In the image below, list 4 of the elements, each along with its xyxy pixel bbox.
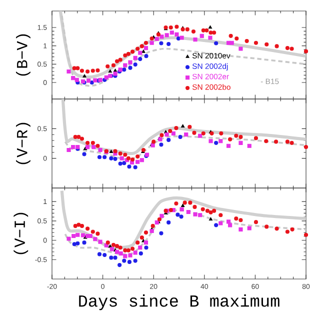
y-axis-title: (V−R)	[16, 122, 30, 164]
x-axis-title: Days since B maximum	[79, 294, 280, 310]
y-axis-title: (V−I)	[14, 212, 28, 254]
y-axis-title: (B−V)	[16, 34, 30, 76]
